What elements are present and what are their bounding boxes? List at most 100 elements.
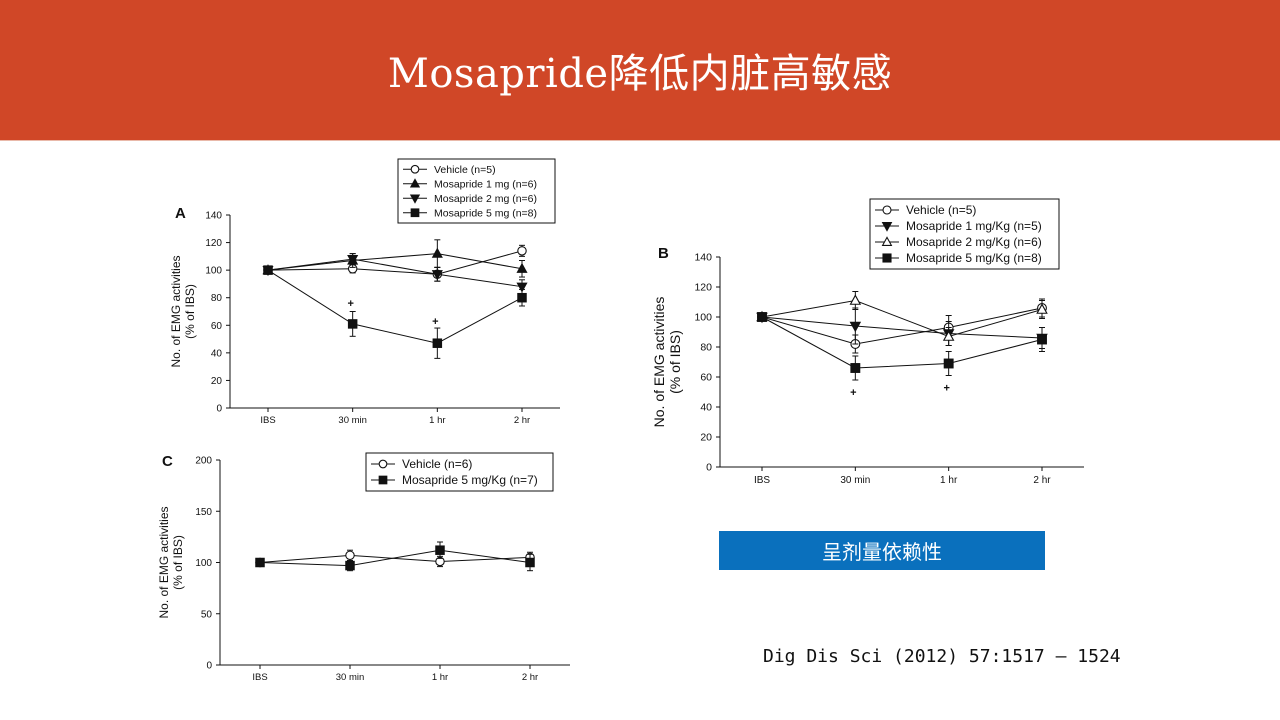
data-point [432,338,443,348]
dose-dependence-badge: 呈剂量依赖性 [719,531,1045,570]
y-tick-label: 80 [211,293,223,304]
legend-label: Vehicle (n=5) [434,164,496,176]
data-point [435,545,445,555]
x-tick-label: 1 hr [429,415,445,426]
series-line [761,316,1043,339]
data-point [263,265,273,275]
y-tick-label: 60 [211,321,223,332]
significance-mark: + [850,387,856,399]
y-tick-label: 200 [195,456,212,467]
y-tick-label: 0 [216,404,222,415]
legend-label: Mosapride 2 mg (n=6) [434,193,537,205]
data-point [431,270,443,281]
data-point [1037,334,1047,345]
x-tick-label: IBS [252,672,267,683]
series-line [259,554,531,563]
legend-marker [882,205,892,215]
y-tick-label: 60 [700,372,712,384]
data-point [525,557,535,568]
series-group [263,244,527,282]
y-axis-label: No. of EMG activities [157,506,171,618]
significance-mark: + [347,298,353,310]
y-tick-label: 140 [694,252,712,264]
series-line [259,549,531,567]
title-banner-divider [0,140,1280,141]
data-point [849,321,862,333]
x-tick-label: 30 min [338,415,367,426]
slide-title: Mosapride降低内脏高敏感 [387,51,893,97]
chart-panel-a: A 0 20 40 60 80 100 120 140 IBS 30 min 1 hr 2 hr No. … [169,158,560,426]
data-point [347,254,359,266]
legend-label: Vehicle (n=6) [402,457,472,471]
y-tick-label: 80 [700,342,712,354]
series-group [757,298,1047,354]
y-tick-label: 50 [201,609,213,620]
y-tick-label: 120 [694,282,712,294]
title-banner [0,0,1280,140]
y-axis-label: No. of EMG activities [651,297,667,428]
legend-label: Mosapride 5 mg/Kg (n=8) [906,251,1042,265]
series-group [756,291,1048,346]
legend-label: Mosapride 1 mg (n=6) [434,178,537,190]
data-point [942,330,955,341]
legend-label: Vehicle (n=5) [906,203,976,217]
data-point [516,262,528,273]
y-tick-label: 0 [706,462,712,474]
data-point [347,319,358,329]
legend-label: Mosapride 1 mg/Kg (n=5) [906,219,1042,233]
series-line [761,299,1043,338]
legend-marker [378,459,388,469]
data-point [849,294,862,305]
legend-marker [410,164,420,174]
data-point [516,282,528,293]
x-tick-label: 1 hr [940,475,958,486]
x-tick-label: 2 hr [514,415,530,426]
data-point [1036,303,1048,314]
series-line [267,253,523,271]
y-axis-label: No. of EMG activities [169,255,183,367]
y-tick-label: 20 [700,432,712,444]
legend-box [365,452,554,492]
data-point [431,247,443,258]
y-tick-label: 140 [205,211,222,222]
y-tick-label: 0 [206,661,212,672]
y-tick-label: 100 [195,558,212,569]
y-axis-label: (% of IBS) [183,284,197,339]
data-point [757,312,767,322]
panel-label: B [658,245,669,262]
legend: Vehicle (n=6) Mosapride 5 mg/Kg (n=7) [365,452,554,492]
y-axis-label: (% of IBS) [171,535,185,590]
significance-mark: + [943,383,949,395]
series-line [267,258,523,288]
legend: Vehicle (n=5) Mosapride 1 mg/Kg (n=5) Mosa… [869,198,1060,270]
legend-marker [409,178,421,188]
significance-mark: + [432,316,438,328]
citation: Dig Dis Sci (2012) 57:1517 – 1524 [763,646,1121,667]
chart-panel-b: B 0 20 40 60 80 100 120 140 IBS 30 min 1 hr 2 hr No. … [651,198,1084,486]
y-tick-label: 150 [195,507,212,518]
x-tick-label: 30 min [840,475,870,486]
series-group [263,265,527,359]
legend-label: Mosapride 5 mg (n=8) [434,207,537,219]
legend-marker [881,236,893,246]
data-point [517,292,527,303]
data-point [255,557,265,568]
y-axis-label: (% of IBS) [667,330,683,394]
data-point [345,560,355,571]
chart-panel-c: C 0 50 100 150 200 IBS 30 min 1 hr 2 hr No. of EMG… [157,452,570,683]
x-tick-label: 1 hr [432,672,448,683]
y-tick-label: 40 [211,348,223,359]
y-tick-label: 100 [694,312,712,324]
data-point [943,358,954,369]
legend-marker [410,208,420,218]
y-tick-label: 100 [205,266,222,277]
series-line [761,316,1043,369]
x-tick-label: 30 min [336,672,365,683]
series-group [262,253,528,295]
legend-marker [378,475,388,485]
legend: Vehicle (n=5) Mosapride 1 mg (n=6) Mosapri… [397,158,556,224]
data-point [850,363,861,373]
y-tick-label: 120 [205,238,222,249]
panel-label: C [162,453,173,470]
legend-label: Mosapride 2 mg/Kg (n=6) [906,235,1042,249]
